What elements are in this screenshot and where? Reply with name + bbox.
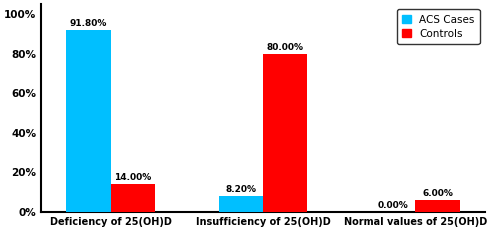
- Bar: [66, 30, 110, 212]
- Bar: [416, 200, 460, 212]
- Text: 0.00%: 0.00%: [378, 201, 408, 210]
- Legend: ACS Cases, Controls: ACS Cases, Controls: [397, 9, 479, 44]
- Text: 91.80%: 91.80%: [70, 19, 107, 28]
- Text: 80.00%: 80.00%: [266, 43, 304, 52]
- Bar: [110, 184, 155, 212]
- Bar: [218, 196, 263, 212]
- Text: 14.00%: 14.00%: [114, 173, 152, 182]
- Text: 6.00%: 6.00%: [422, 189, 453, 198]
- Bar: [263, 54, 308, 212]
- Text: 8.20%: 8.20%: [226, 185, 256, 194]
